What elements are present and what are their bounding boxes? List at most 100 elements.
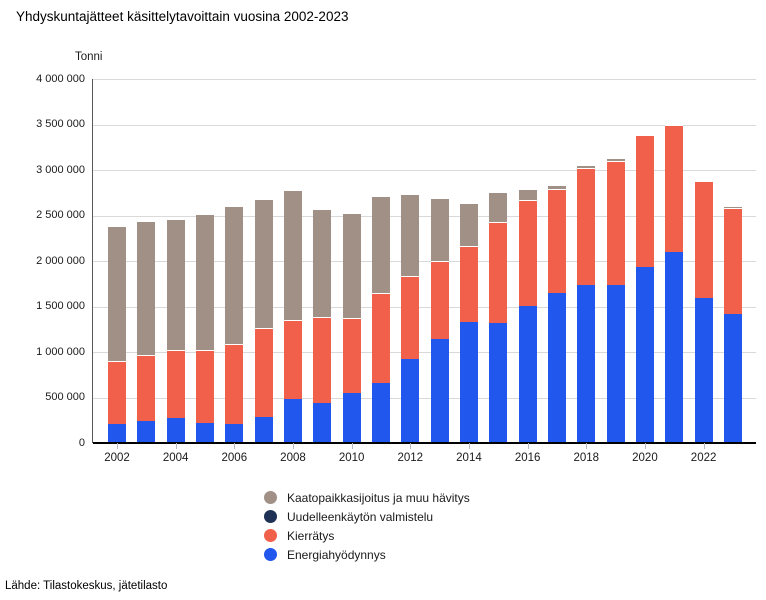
bar-segment [635,266,654,443]
legend-label: Kierrätys [287,528,335,543]
x-tick [703,443,705,449]
x-tick [234,443,236,449]
bar-segment [547,188,566,294]
bar-2009 [313,79,332,443]
bar-2022 [694,79,713,443]
bar-2018 [577,79,596,443]
x-tick-label: 2016 [514,452,541,464]
bar-2003 [137,79,156,443]
legend-label: Uudelleenkäytön valmistelu [287,509,434,524]
bar-segment [166,417,185,443]
y-tick-label: 1 000 000 [36,345,85,358]
chart-title: Yhdyskuntajätteet käsittelytavoittain vu… [16,9,349,24]
x-tick-label: 2010 [338,452,365,464]
bar-segment [313,317,332,403]
y-tick-label: 2 500 000 [36,209,85,221]
bar-segment [635,135,654,267]
legend-label: Energiahyödynnys [287,547,386,562]
bar-segment [283,190,302,320]
bar-segment [108,423,126,443]
legend-item: Energiahyödynnys [264,545,470,564]
x-tick [644,443,646,449]
bar-2015 [489,79,508,443]
gridline [93,170,756,171]
bar-segment [606,161,625,286]
bar-segment [313,209,332,318]
bar-segment [518,305,537,443]
bar-segment [723,208,742,314]
bar-segment [606,158,625,162]
bar-segment [313,402,332,443]
legend-item: Kaatopaikkasijoitus ja muu hävitys [264,488,470,507]
x-tick-label: 2002 [104,452,130,464]
bar-segment [430,339,449,443]
x-tick-label: 2008 [280,452,306,464]
bar-segment [577,285,596,443]
legend-swatch-icon [264,491,277,504]
x-tick [351,443,353,449]
bar-segment [723,313,742,443]
bar-segment [430,261,449,340]
x-tick [468,443,470,449]
bar-2013 [430,79,449,443]
x-tick [292,443,294,449]
y-axis-line [92,79,93,443]
bar-segment [166,219,185,351]
bar-segment [518,200,537,306]
x-tick [527,443,529,449]
bar-segment [342,213,361,319]
bar-segment [489,222,508,324]
x-tick [175,443,177,449]
bar-segment [195,350,214,423]
gridline [93,306,756,308]
bar-2016 [518,79,537,443]
bar-2012 [401,79,420,443]
bar-segment [225,205,244,345]
x-tick-label: 2018 [573,452,600,464]
bar-2008 [283,79,302,443]
bar-segment [342,318,361,393]
bar-segment [254,328,273,417]
bar-segment [518,189,537,201]
x-axis-line [93,442,756,444]
bar-segment [225,423,244,443]
bar-segment [401,358,420,443]
bar-2010 [342,79,361,443]
legend-swatch-icon [264,529,277,542]
legend-item: Kierrätys [264,526,470,545]
gridline [93,261,756,262]
bar-segment [459,322,478,443]
bar-2011 [371,79,390,443]
bar-segment [195,422,214,443]
y-tick-label: 3 500 000 [36,118,85,130]
legend-label: Kaatopaikkasijoitus ja muu hävitys [287,490,470,505]
bar-segment [371,382,390,443]
bar-segment [489,192,508,223]
bar-2023 [723,79,742,443]
bar-segment [547,185,566,189]
y-tick-label: 2 000 000 [36,254,85,267]
x-tick-label: 2014 [456,452,482,464]
gridline [93,124,756,126]
bar-segment [635,133,654,136]
bar-2017 [547,79,566,443]
bar-2020 [635,79,654,443]
bar-segment [371,196,390,293]
y-tick-label: 500 000 [45,391,85,403]
bar-segment [489,323,508,443]
chart-legend: Kaatopaikkasijoitus ja muu hävitys Uudell… [264,488,470,564]
bar-segment [723,205,742,209]
bar-segment [577,165,596,168]
legend-swatch-icon [264,548,277,561]
x-tick-label: 2020 [632,452,658,464]
bar-segment [108,225,126,362]
bar-segment [137,354,156,422]
bar-segment [137,220,156,355]
bar-2004 [166,79,185,443]
bar-2021 [665,79,684,443]
y-tick-label: 4 000 000 [36,72,85,85]
y-tick-label: 0 [78,436,85,449]
bar-2005 [195,79,214,443]
bar-segment [547,293,566,443]
bar-segment [166,350,185,418]
